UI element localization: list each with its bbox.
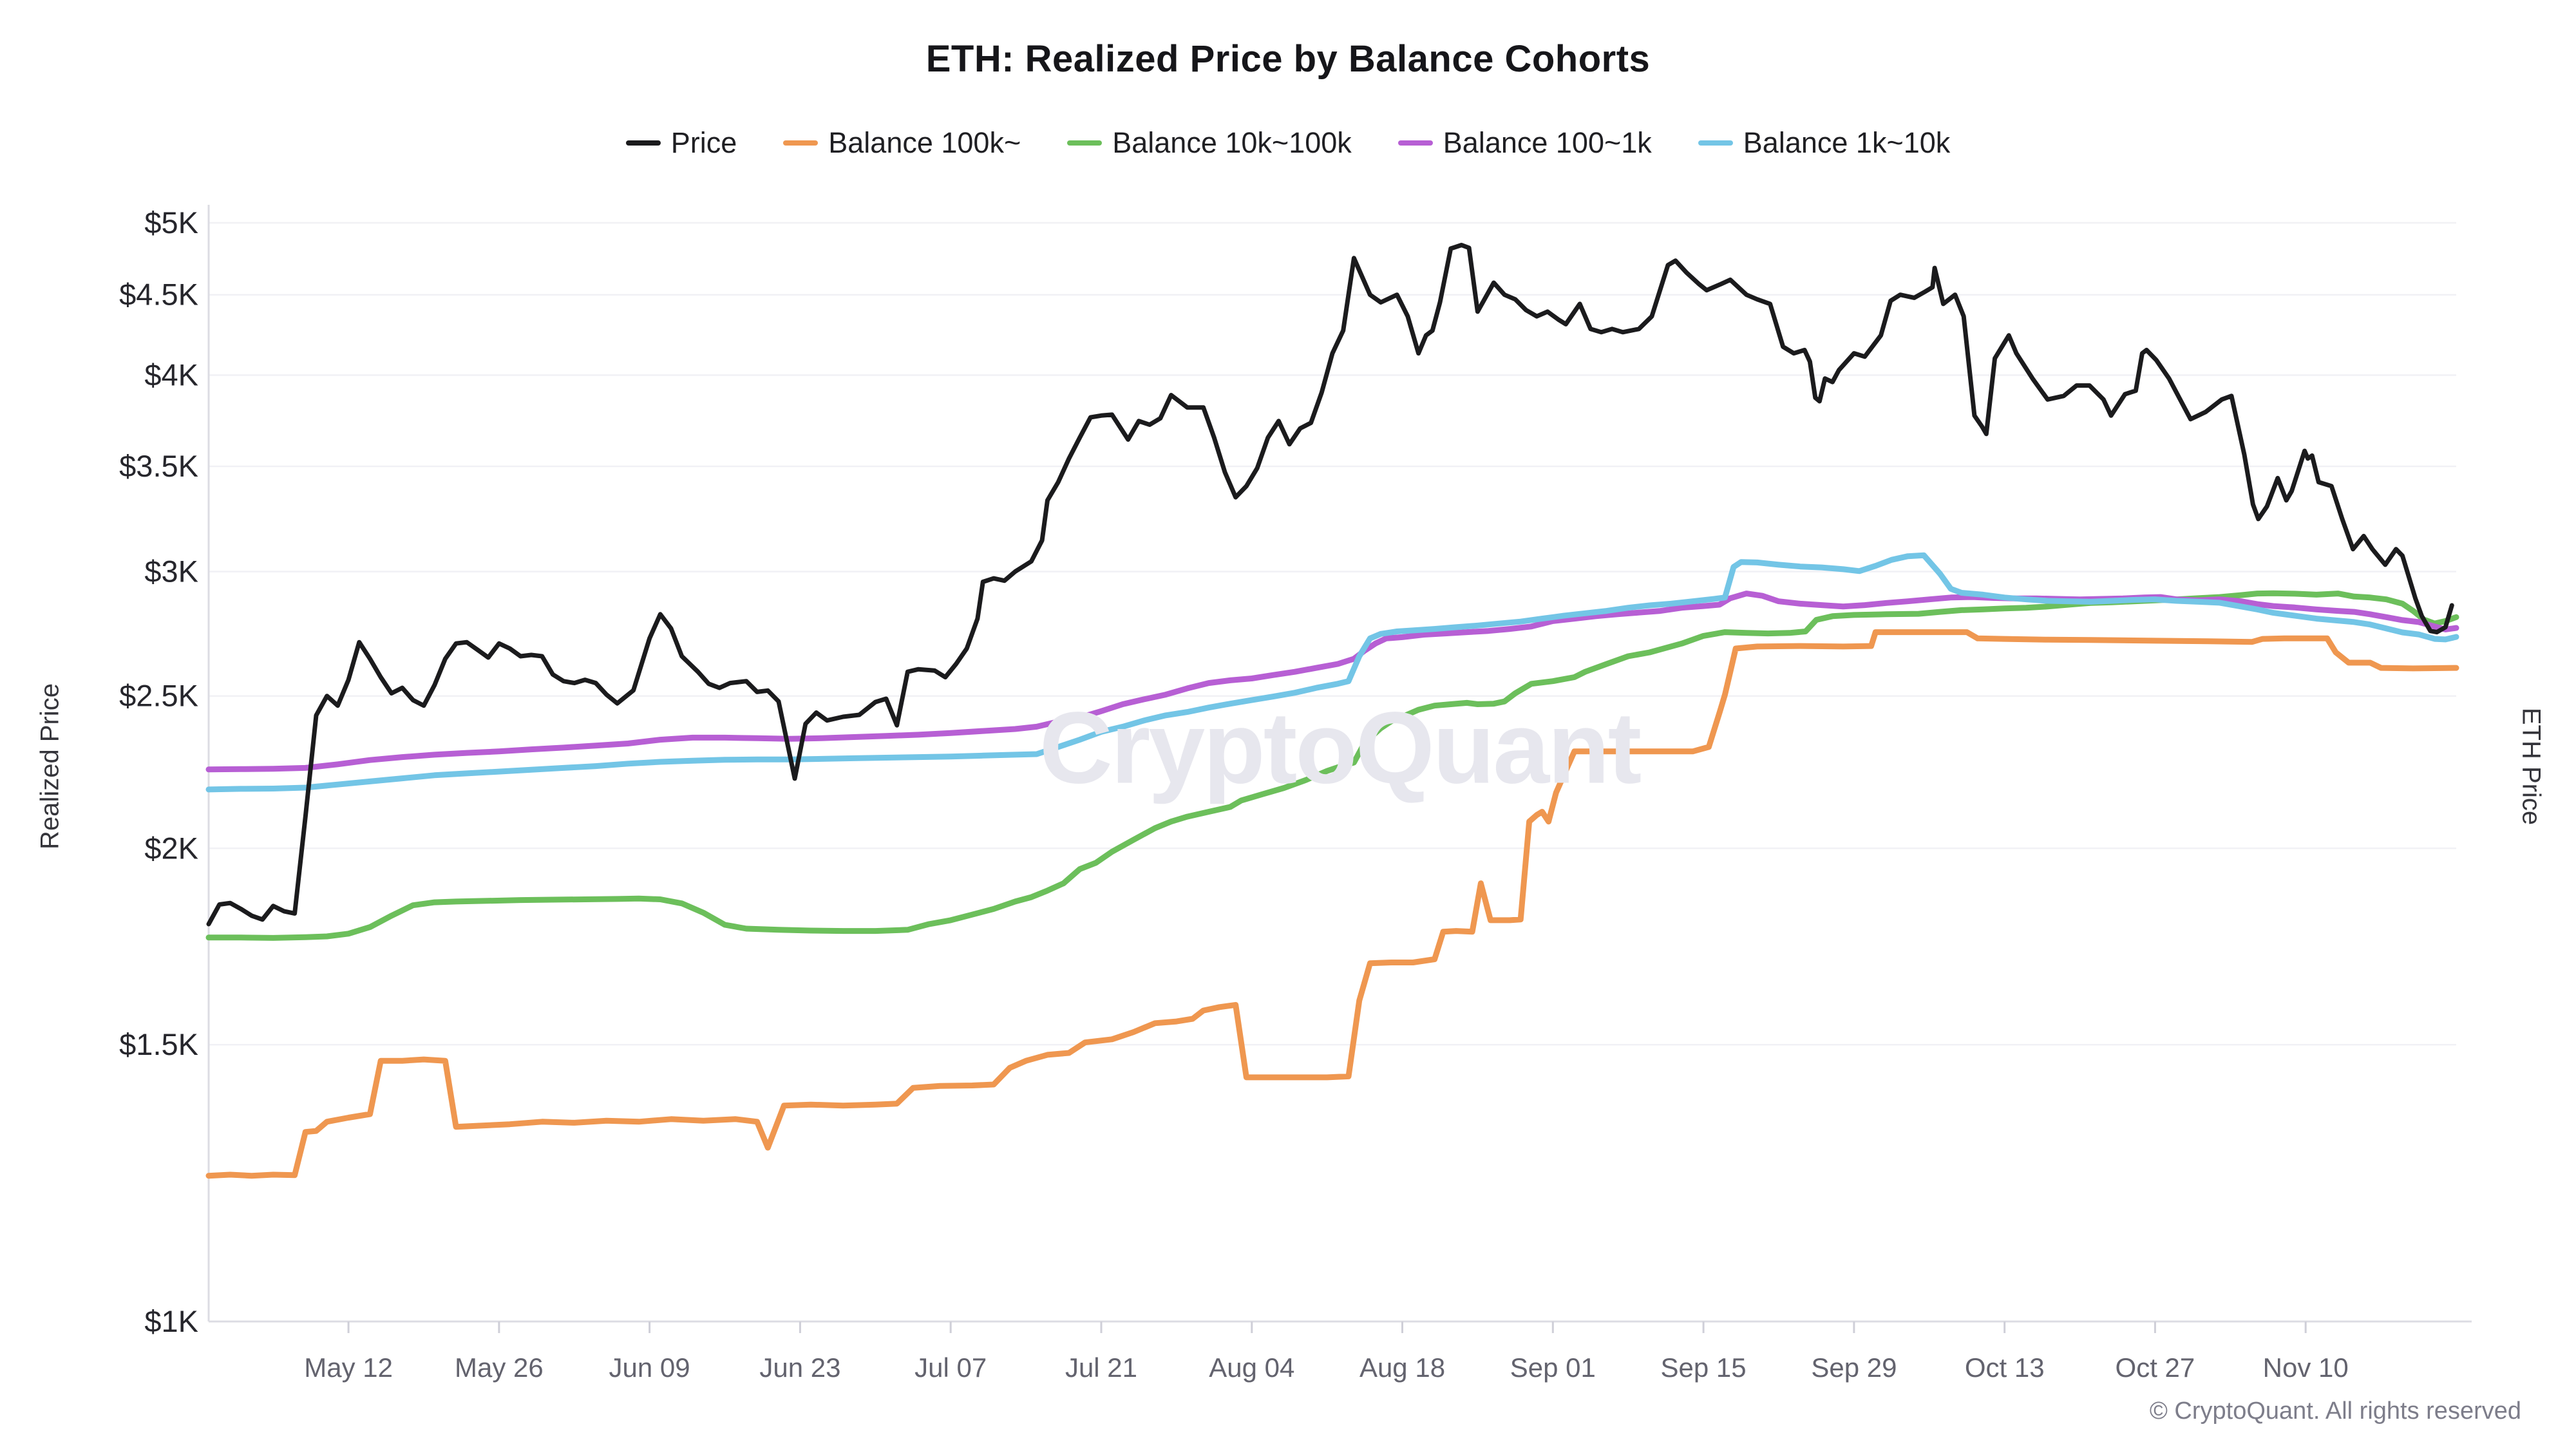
series-line-price[interactable]	[206, 243, 2454, 927]
legend-label: Price	[670, 126, 737, 159]
legend-swatch-icon	[783, 140, 819, 146]
y-tick-label: $1.5K	[119, 1027, 198, 1061]
x-tick-label: Jun 23	[759, 1352, 840, 1383]
legend-item-balance-10k-100k[interactable]: Balance 10k~100k	[1067, 126, 1352, 160]
legend-label: Balance 10k~100k	[1112, 126, 1352, 159]
x-tick-label: Aug 18	[1359, 1352, 1445, 1383]
copyright-notice: © CryptoQuant. All rights reserved	[2149, 1397, 2521, 1425]
x-tick-label: May 12	[304, 1352, 393, 1383]
series-line-balance-1k-10k[interactable]	[205, 552, 2459, 793]
y-axis-title: Realized Price	[35, 683, 64, 849]
legend-swatch-icon	[1397, 140, 1433, 146]
legend-item-price[interactable]: Price	[625, 126, 737, 160]
x-tick-label: Nov 10	[2263, 1352, 2349, 1383]
y-tick-label: $2K	[144, 831, 198, 865]
legend-swatch-icon	[625, 140, 661, 146]
legend-item-balance-100k[interactable]: Balance 100k~	[783, 126, 1021, 160]
series-line-balance-100k[interactable]	[205, 629, 2459, 1179]
y-tick-label: $5K	[144, 205, 198, 240]
y-tick-label: $1K	[144, 1304, 198, 1338]
x-tick-label: Aug 04	[1209, 1352, 1294, 1383]
legend-item-balance-100-1k[interactable]: Balance 100~1k	[1397, 126, 1652, 160]
legend: Price Balance 100k~ Balance 10k~100k Balanc…	[0, 126, 2576, 160]
y-tick-label: $3K	[144, 554, 198, 589]
y-tick-label: $3.5K	[119, 449, 198, 483]
right-axis-title: ETH Price	[2517, 707, 2546, 826]
x-tick-label: Sep 15	[1661, 1352, 1747, 1383]
x-tick-label: Jul 21	[1065, 1352, 1137, 1383]
legend-swatch-icon	[1067, 140, 1103, 146]
x-tick-label: Oct 27	[2116, 1352, 2195, 1383]
watermark: CryptoQuant	[1039, 691, 1642, 805]
x-tick-label: May 26	[455, 1352, 544, 1383]
x-tick-label: Jul 07	[914, 1352, 987, 1383]
y-tick-label: $4.5K	[119, 278, 198, 312]
chart-title: ETH: Realized Price by Balance Cohorts	[925, 38, 1651, 80]
legend-item-balance-1k-10k[interactable]: Balance 1k~10k	[1698, 126, 1950, 160]
x-tick-label: Oct 13	[1965, 1352, 2045, 1383]
legend-label: Balance 1k~10k	[1743, 126, 1951, 159]
y-tick-label: $4K	[144, 358, 198, 392]
x-tick-label: Sep 01	[1510, 1352, 1596, 1383]
legend-label: Balance 100~1k	[1443, 126, 1652, 159]
x-tick-label: Jun 09	[609, 1352, 690, 1383]
y-tick-label: $2.5K	[119, 679, 198, 713]
x-tick-label: Sep 29	[1811, 1352, 1897, 1383]
legend-swatch-icon	[1698, 140, 1733, 146]
legend-label: Balance 100k~	[828, 126, 1021, 159]
